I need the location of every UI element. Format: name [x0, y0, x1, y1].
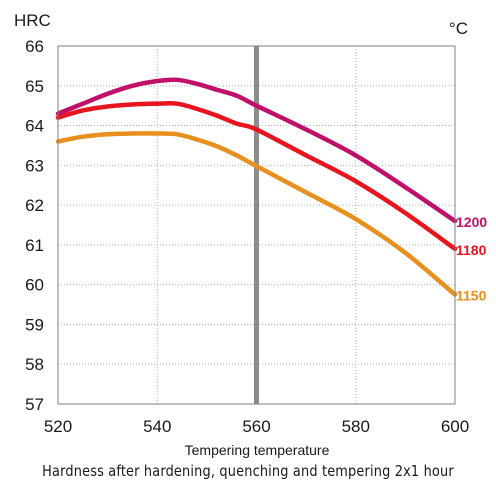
y-tick-label: 66 — [25, 37, 44, 56]
y-tick-label: 63 — [25, 156, 44, 175]
x-tick-label: 520 — [44, 417, 72, 436]
y-tick-label: 61 — [25, 236, 44, 255]
series-line-1150 — [55, 131, 458, 297]
y-tick-label: 60 — [25, 276, 44, 295]
series-label-1200: 1200 — [456, 214, 487, 230]
y-tick-label: 64 — [25, 117, 44, 136]
series-lines — [55, 77, 458, 297]
y-tick-label: 57 — [25, 395, 44, 414]
x-tick-label: 540 — [143, 417, 171, 436]
chart-caption: Hardness after hardening, quenching and … — [42, 462, 454, 480]
series-labels: 1200 1180 1150 — [456, 214, 487, 304]
x-tick-label: 560 — [242, 417, 270, 436]
y-tick-label: 65 — [25, 77, 44, 96]
series-label-1150: 1150 — [456, 288, 487, 304]
plot-frame — [57, 45, 456, 405]
x-tick-label: 600 — [441, 417, 469, 436]
series-line-1180 — [55, 101, 458, 252]
y-tick-label: 62 — [25, 196, 44, 215]
x-tick-label: 580 — [342, 417, 370, 436]
x-tick-labels: 520 540 560 580 600 — [44, 417, 469, 436]
y-tick-label: 58 — [25, 355, 44, 374]
unit-label: °C — [449, 19, 468, 38]
y-tick-label: 59 — [25, 315, 44, 334]
y-axis-label: HRC — [14, 11, 51, 30]
y-tick-labels: 57 58 59 60 61 62 63 64 65 66 — [25, 37, 44, 414]
x-axis-label: Tempering temperature — [185, 442, 330, 458]
series-line-1200 — [55, 77, 458, 224]
series-label-1180: 1180 — [456, 242, 487, 258]
